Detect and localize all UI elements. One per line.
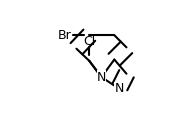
Text: Br: Br <box>58 29 72 42</box>
Text: N: N <box>114 82 124 95</box>
Text: Cl: Cl <box>83 35 95 48</box>
Text: N: N <box>97 71 106 84</box>
